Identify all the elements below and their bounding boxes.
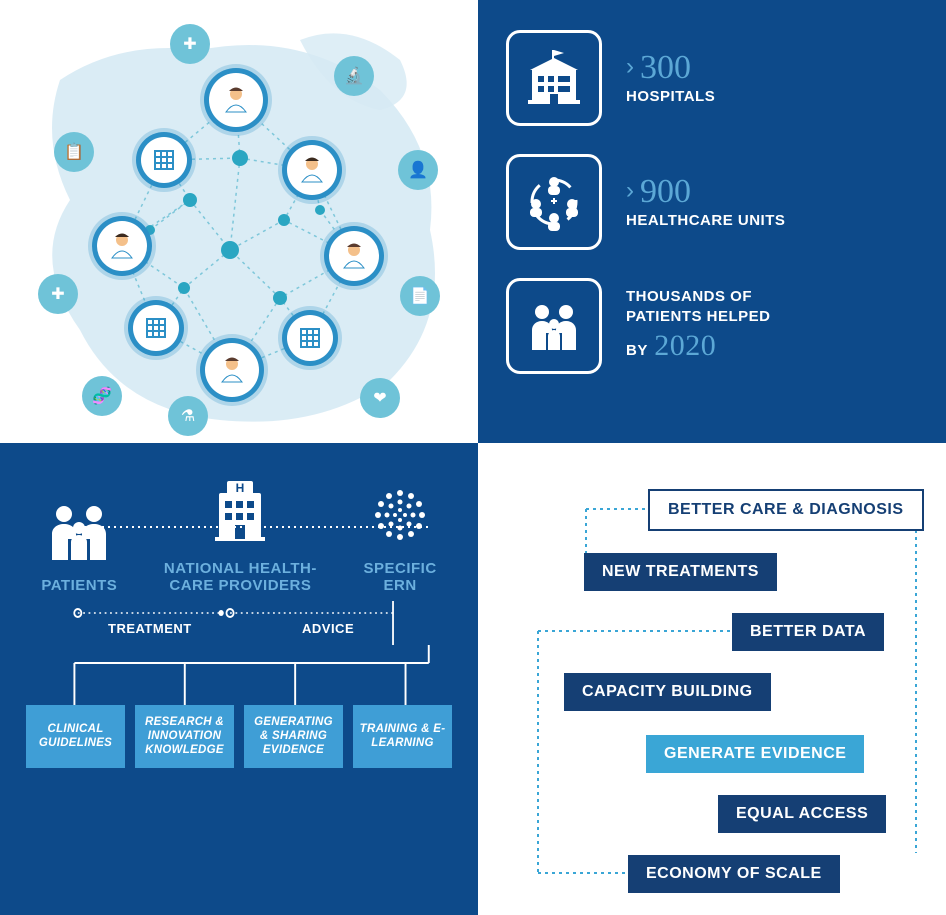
microscope-icon: 🔬 [334, 56, 374, 96]
panel-benefits: BETTER CARE & DIAGNOSIS NEW TREATMENTS BET… [478, 443, 946, 915]
flow-box: TRAINING & E-LEARNING [353, 705, 452, 768]
svg-text:📄: 📄 [410, 286, 430, 305]
connector-label: TREATMENT [108, 621, 192, 636]
stat-label-line: PATIENTS HELPED [626, 307, 770, 327]
doctor-icon: 👤 [398, 150, 438, 190]
flow-col-label: NATIONAL HEALTH- CARE PROVIDERS [164, 560, 317, 595]
svg-text:🔬: 🔬 [344, 66, 364, 85]
benefit-pill: GENERATE EVIDENCE [646, 735, 864, 773]
stat-units-text: ›900 HEALTHCARE UNITS [626, 173, 785, 231]
clipboard-icon: 📋 [54, 132, 94, 172]
flow-col-label: SPECIFIC ERN [364, 560, 437, 595]
stat-patients-text: THOUSANDS OF PATIENTS HELPED BY 2020 [626, 287, 770, 365]
flow-box: RESEARCH & INNOVATION KNOWLEDGE [135, 705, 234, 768]
network-node [200, 64, 272, 136]
dna-icon: 🧬 [82, 376, 122, 416]
stat-hospitals: ›300 HOSPITALS [506, 30, 918, 126]
benefit-pill: EQUAL ACCESS [718, 795, 886, 833]
medkit-icon: ✚ [38, 274, 78, 314]
flow-col-ern: SPECIFIC ERN [364, 483, 437, 595]
network-node [132, 128, 196, 192]
network-node [320, 222, 388, 290]
flow-tree-connector [26, 645, 452, 705]
stat-number: 300 [640, 49, 691, 86]
family-icon [506, 278, 602, 374]
benefit-pill: BETTER CARE & DIAGNOSIS [648, 489, 924, 531]
stat-hospitals-text: ›300 HOSPITALS [626, 49, 715, 107]
flow-top-connector [78, 517, 428, 537]
stat-prefix: › [626, 53, 634, 80]
heart-icon: ❤ [360, 378, 400, 418]
flow-col-patients: PATIENTS [41, 500, 117, 594]
flow-col-label: PATIENTS [41, 577, 117, 594]
benefit-pill: ECONOMY OF SCALE [628, 855, 840, 893]
flow-mid-connectors: TREATMENT ADVICE [42, 601, 436, 645]
stat-prefix: › [626, 177, 634, 204]
flow-top-row: PATIENTS H NATIONAL HEALTH- CARE PROVIDE… [18, 475, 460, 595]
stat-label-line: THOUSANDS OF [626, 287, 770, 307]
team-circle-icon [506, 154, 602, 250]
spiral-icon [365, 483, 435, 547]
hospital-icon [506, 30, 602, 126]
stat-patients: THOUSANDS OF PATIENTS HELPED BY 2020 [506, 278, 918, 374]
network-node [196, 334, 268, 406]
network-node [278, 136, 346, 204]
benefit-pill: NEW TREATMENTS [584, 553, 777, 591]
svg-text:✚: ✚ [183, 36, 196, 53]
svg-text:🧬: 🧬 [92, 386, 112, 405]
stat-number: 900 [640, 173, 691, 210]
stat-year: 2020 [654, 329, 716, 362]
benefit-pill: BETTER DATA [732, 613, 884, 651]
stat-units: ›900 HEALTHCARE UNITS [506, 154, 918, 250]
svg-text:H: H [236, 481, 245, 495]
flask-icon: ⚗ [168, 396, 208, 436]
stat-label: HOSPITALS [626, 87, 715, 107]
flow-box: CLINICAL GUIDELINES [26, 705, 125, 768]
panel-stats: ›300 HOSPITALS [478, 0, 946, 443]
network-node [88, 212, 156, 280]
network-node [278, 306, 342, 370]
infographic-grid: ✚ 🔬 📋 👤 ✚ 📄 🧬 ⚗ ❤ [0, 0, 946, 915]
svg-text:❤: ❤ [373, 390, 386, 407]
svg-text:⚗: ⚗ [181, 408, 195, 425]
stat-label-line: BY [626, 342, 648, 359]
flow-box: GENERATING & SHARING EVIDENCE [244, 705, 343, 768]
document-icon: 📄 [400, 276, 440, 316]
svg-text:✚: ✚ [51, 286, 64, 303]
svg-text:📋: 📋 [64, 142, 84, 161]
medkit-icon: ✚ [170, 24, 210, 64]
connector-label: ADVICE [302, 621, 354, 636]
flow-boxes: CLINICAL GUIDELINES RESEARCH & INNOVATIO… [18, 705, 460, 768]
stat-label: HEALTHCARE UNITS [626, 211, 785, 231]
svg-text:👤: 👤 [408, 160, 428, 179]
benefit-pill: CAPACITY BUILDING [564, 673, 771, 711]
network-node [124, 296, 188, 360]
panel-network-map: ✚ 🔬 📋 👤 ✚ 📄 🧬 ⚗ ❤ [0, 0, 478, 443]
panel-flow: PATIENTS H NATIONAL HEALTH- CARE PROVIDE… [0, 443, 478, 915]
network-svg: ✚ 🔬 📋 👤 ✚ 📄 🧬 ⚗ ❤ [0, 0, 478, 443]
